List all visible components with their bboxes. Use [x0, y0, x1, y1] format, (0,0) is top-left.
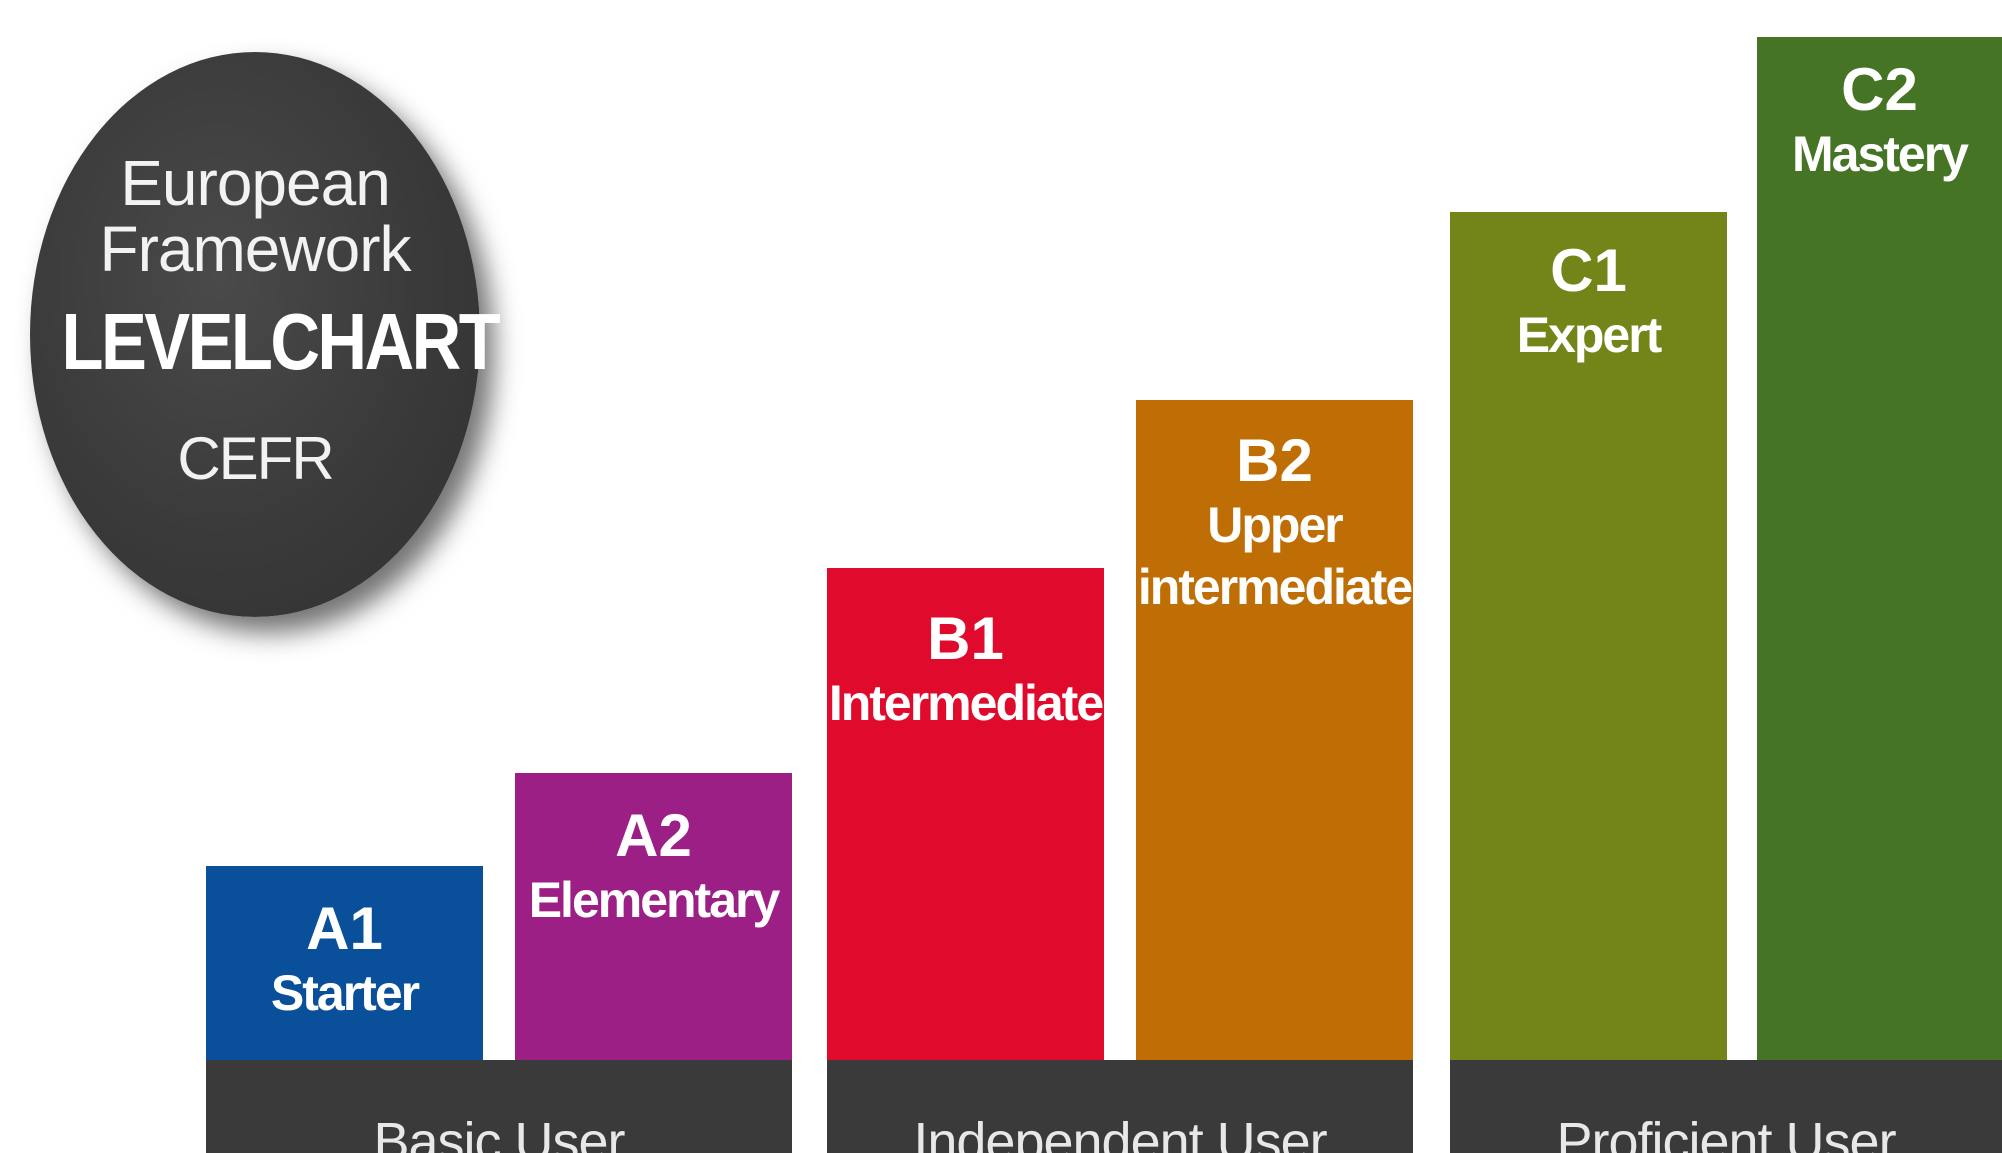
group-label-proficient: Proficient User	[1556, 1112, 1896, 1153]
level-bar-b1: B1 Intermediate	[827, 568, 1104, 1060]
level-code-b1: B1	[927, 605, 1004, 672]
level-name-b2-line2: intermediate	[1137, 559, 1413, 615]
level-bar-a2: A2 Elementary	[515, 773, 792, 1060]
level-name-a1: Starter	[270, 965, 420, 1021]
badge-line-framework: Framework	[99, 213, 411, 285]
level-name-c2: Mastery	[1792, 126, 1969, 182]
level-bar-c2: C2 Mastery	[1757, 37, 2002, 1060]
level-name-b2: Upper	[1207, 497, 1343, 553]
level-code-a1: A1	[306, 895, 383, 962]
level-code-c1: C1	[1550, 237, 1627, 304]
level-code-a2: A2	[615, 802, 692, 869]
level-name-c1: Expert	[1516, 307, 1663, 363]
level-code-b2: B2	[1236, 427, 1313, 494]
level-bar-b2: B2 Upper intermediate	[1136, 400, 1413, 1060]
group-basic-user: Basic User	[206, 1060, 792, 1153]
group-independent-user: Independent User	[827, 1060, 1413, 1153]
level-bar-c1: C1 Expert	[1450, 212, 1727, 1060]
badge-title: LEVELCHART	[61, 297, 501, 386]
level-code-c2: C2	[1841, 56, 1918, 123]
cefr-badge: European Framework LEVELCHART CEFR	[30, 52, 501, 617]
group-label-basic: Basic User	[373, 1112, 625, 1153]
badge-line-european: European	[120, 147, 391, 219]
group-proficient-user: Proficient User	[1450, 1060, 2002, 1153]
level-bar-a1: A1 Starter	[206, 866, 483, 1060]
group-label-independent: Independent User	[913, 1112, 1327, 1153]
badge-subtitle: CEFR	[177, 425, 334, 492]
level-name-b1: Intermediate	[828, 675, 1104, 731]
level-name-a2: Elementary	[528, 872, 781, 928]
